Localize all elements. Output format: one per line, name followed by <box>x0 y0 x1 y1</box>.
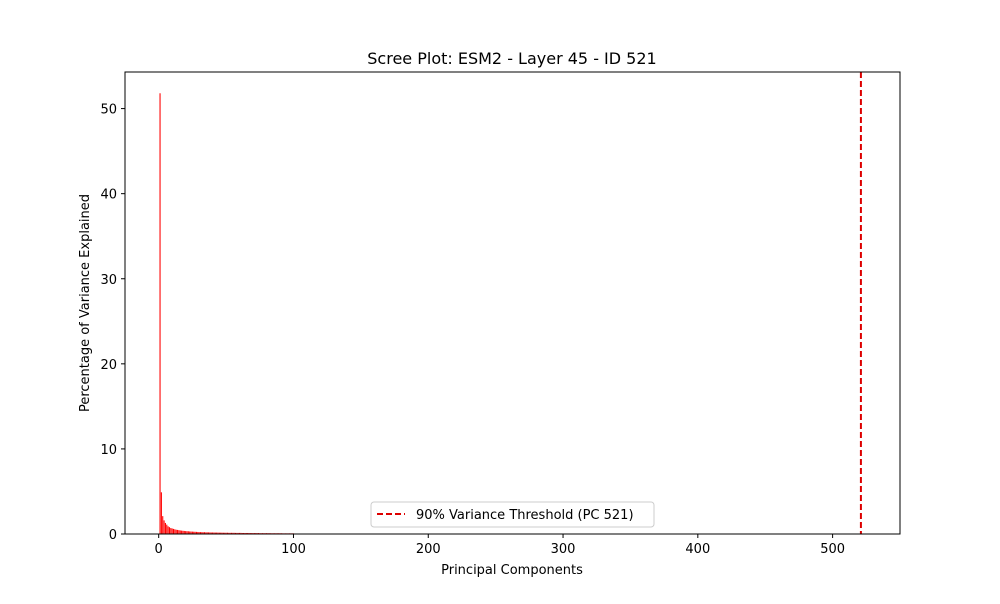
bar-pc-18 <box>182 530 184 534</box>
bar-pc-14 <box>177 529 179 534</box>
bar-pc-42 <box>214 532 216 534</box>
bar-pc-5 <box>164 522 166 534</box>
bar-pc-64 <box>244 532 246 534</box>
x-tick-label: 500 <box>820 542 845 557</box>
bar-pc-3 <box>162 516 164 534</box>
bar-pc-34 <box>203 532 206 534</box>
bar-pc-53 <box>229 532 231 534</box>
bar-pc-63 <box>243 532 245 534</box>
bar-pc-60 <box>239 532 241 534</box>
bar-pc-12 <box>174 529 176 534</box>
bar-pc-24 <box>190 531 192 534</box>
bar-pc-55 <box>232 532 234 534</box>
bar-pc-29 <box>197 531 199 534</box>
bar-pc-44 <box>217 532 219 534</box>
bar-pc-43 <box>216 532 218 534</box>
bar-pc-16 <box>179 530 181 534</box>
bar-pc-8 <box>168 527 171 534</box>
bar-pc-67 <box>248 532 250 534</box>
chart-title: Scree Plot: ESM2 - Layer 45 - ID 521 <box>367 49 656 68</box>
x-axis-label: Principal Components <box>441 563 583 578</box>
bar-pc-25 <box>191 531 193 534</box>
bar-pc-9 <box>170 528 172 534</box>
bar-pc-35 <box>205 532 207 534</box>
y-axis-ticks: 0 10 20 30 40 50 <box>100 103 125 543</box>
y-tick-label: 40 <box>100 188 117 203</box>
bar-pc-56 <box>233 532 235 534</box>
x-tick-label: 100 <box>281 542 306 557</box>
plot-frame <box>124 71 901 535</box>
bar-pc-54 <box>230 532 233 534</box>
bar-pc-21 <box>186 531 188 534</box>
bar-pc-13 <box>175 529 177 534</box>
bar-pc-23 <box>189 531 191 534</box>
x-tick-label: 400 <box>685 542 710 557</box>
bar-pc-26 <box>193 531 195 534</box>
bar-pc-41 <box>213 532 215 534</box>
x-axis-ticks: 0 100 200 300 400 500 <box>155 534 845 557</box>
bar-pc-40 <box>212 532 214 534</box>
x-tick-label: 200 <box>416 542 441 557</box>
y-tick-label: 50 <box>100 103 117 118</box>
bar-pc-52 <box>228 532 230 534</box>
bar-pc-20 <box>185 531 187 534</box>
bar-pc-50 <box>225 532 227 534</box>
bar-pc-49 <box>224 532 226 534</box>
bar-pc-47 <box>221 532 223 534</box>
bar-pc-11 <box>172 528 175 534</box>
bar-pc-36 <box>206 532 208 534</box>
bar-pc-7 <box>167 526 169 534</box>
bar-pc-1 <box>159 93 161 535</box>
bar-pc-59 <box>237 532 239 534</box>
x-tick-label: 0 <box>155 542 163 557</box>
legend: 90% Variance Threshold (PC 521) <box>370 501 655 528</box>
legend-box <box>370 501 655 528</box>
y-axis-label: Percentage of Variance Explained <box>78 194 93 412</box>
bar-pc-62 <box>241 532 243 534</box>
bar-pc-31 <box>199 532 202 534</box>
bar-pc-51 <box>226 532 228 534</box>
y-tick-label: 30 <box>100 273 117 288</box>
bar-pc-38 <box>209 532 211 534</box>
bar-pc-39 <box>210 532 212 534</box>
bar-pc-28 <box>195 531 197 534</box>
bar-pc-30 <box>198 532 200 534</box>
bar-pc-6 <box>166 524 168 534</box>
bar-pc-4 <box>163 520 165 534</box>
bar-pc-33 <box>202 532 204 534</box>
bar-pc-10 <box>171 528 173 534</box>
bar-pc-19 <box>183 530 185 534</box>
bar-pc-66 <box>247 532 249 534</box>
y-tick-label: 20 <box>100 358 117 373</box>
bar-pc-46 <box>220 532 222 534</box>
legend-entry-threshold: 90% Variance Threshold (PC 521) <box>416 508 634 523</box>
bar-pc-48 <box>222 532 224 534</box>
bar-pc-37 <box>208 532 210 534</box>
bar-pc-32 <box>201 532 203 534</box>
bar-pc-57 <box>234 532 237 534</box>
bar-pc-45 <box>218 532 220 534</box>
y-tick-label: 0 <box>109 528 117 543</box>
y-tick-label: 10 <box>100 443 117 458</box>
bar-pc-15 <box>178 530 180 534</box>
x-tick-label: 300 <box>551 542 576 557</box>
bar-pc-65 <box>245 532 247 534</box>
bar-pc-58 <box>236 532 238 534</box>
bar-pc-22 <box>187 531 189 534</box>
bars-layer <box>159 93 295 535</box>
bar-pc-27 <box>194 531 196 534</box>
bar-pc-17 <box>181 530 183 534</box>
bar-pc-61 <box>240 532 242 534</box>
bar-pc-2 <box>160 492 162 534</box>
